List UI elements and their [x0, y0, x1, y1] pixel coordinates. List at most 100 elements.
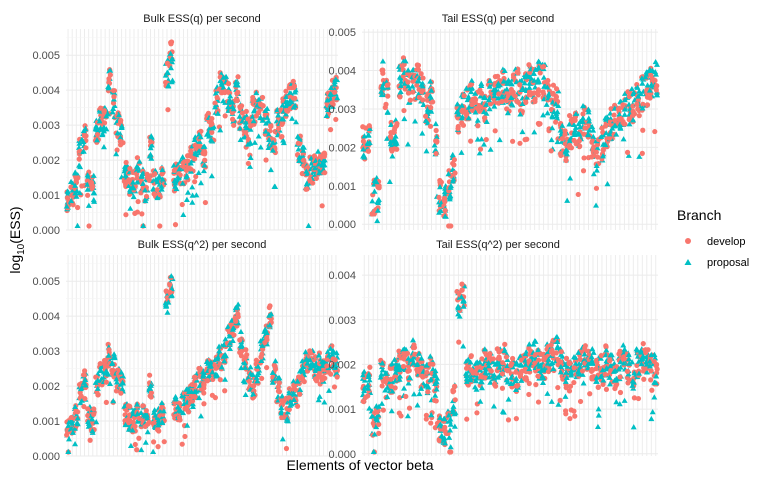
point-develop	[127, 166, 133, 172]
point-proposal	[269, 379, 276, 385]
point-proposal	[548, 136, 555, 143]
point-develop	[526, 358, 532, 364]
point-develop	[312, 354, 319, 360]
point-develop	[78, 393, 84, 399]
point-develop	[184, 158, 190, 164]
point-proposal	[535, 64, 542, 70]
point-develop	[185, 409, 192, 415]
point-develop	[213, 363, 219, 369]
point-develop	[536, 357, 542, 363]
point-develop	[415, 62, 422, 68]
point-proposal	[460, 343, 467, 349]
point-develop	[290, 78, 296, 84]
point-develop	[401, 107, 407, 114]
point-proposal	[290, 104, 297, 110]
point-proposal	[585, 132, 592, 138]
point-proposal	[212, 90, 219, 96]
point-develop	[546, 88, 553, 94]
point-proposal	[76, 140, 83, 146]
point-proposal	[564, 197, 571, 203]
point-proposal	[625, 371, 632, 377]
point-proposal	[572, 127, 579, 133]
point-develop	[548, 106, 555, 113]
point-develop	[245, 160, 251, 167]
point-develop	[541, 64, 547, 70]
point-proposal	[549, 125, 556, 131]
point-develop	[448, 223, 454, 229]
point-develop	[468, 82, 474, 88]
point-proposal	[597, 355, 604, 361]
point-develop	[617, 389, 624, 396]
point-proposal	[113, 379, 120, 385]
point-proposal	[373, 423, 380, 430]
point-proposal	[386, 178, 393, 184]
point-proposal	[369, 413, 376, 419]
point-proposal	[615, 366, 622, 372]
panel-title: Tail ESS(q) per second	[442, 13, 555, 25]
point-proposal	[174, 404, 181, 410]
point-proposal	[496, 372, 503, 378]
point-proposal	[147, 382, 154, 388]
point-proposal	[183, 196, 190, 203]
point-proposal	[280, 137, 287, 143]
point-proposal	[531, 338, 538, 344]
point-develop	[446, 168, 452, 174]
point-develop	[523, 99, 529, 105]
point-proposal	[401, 80, 408, 86]
point-proposal	[365, 371, 372, 377]
point-proposal	[127, 442, 134, 449]
point-proposal	[534, 79, 541, 85]
point-proposal	[249, 371, 256, 378]
point-proposal	[418, 355, 425, 361]
point-proposal	[620, 136, 627, 142]
point-develop	[164, 295, 170, 301]
point-proposal	[572, 124, 579, 130]
point-proposal	[586, 118, 593, 124]
point-proposal	[563, 147, 570, 153]
point-develop	[238, 103, 245, 109]
y-tick-label: 0.002	[32, 381, 60, 393]
point-develop	[572, 413, 578, 419]
point-proposal	[550, 365, 557, 372]
point-proposal	[389, 153, 396, 159]
point-proposal	[630, 424, 637, 430]
point-proposal	[651, 394, 658, 400]
point-develop	[234, 97, 240, 104]
point-develop	[430, 99, 436, 105]
point-proposal	[418, 385, 425, 391]
point-proposal	[406, 374, 413, 381]
point-develop	[286, 406, 292, 413]
point-proposal	[427, 93, 434, 99]
point-proposal	[405, 380, 412, 386]
point-proposal	[73, 193, 80, 199]
point-proposal	[216, 343, 223, 349]
point-proposal	[543, 101, 550, 107]
point-proposal	[74, 421, 81, 427]
point-proposal	[100, 144, 107, 150]
point-proposal	[374, 217, 381, 224]
point-proposal	[643, 69, 650, 75]
point-proposal	[72, 441, 79, 447]
point-develop	[535, 88, 542, 95]
point-proposal	[447, 444, 454, 450]
point-develop	[410, 89, 416, 95]
point-proposal	[580, 380, 587, 386]
point-develop	[502, 341, 508, 347]
point-proposal	[331, 78, 338, 85]
y-tick-label: 0.003	[32, 120, 60, 132]
point-develop	[379, 383, 385, 389]
point-proposal	[504, 110, 511, 116]
point-develop	[644, 102, 651, 108]
point-develop	[103, 399, 109, 405]
point-proposal	[288, 99, 295, 105]
point-proposal	[638, 356, 645, 362]
point-develop	[275, 384, 281, 390]
point-develop	[437, 177, 443, 184]
point-proposal	[616, 401, 623, 407]
point-develop	[474, 410, 480, 416]
point-proposal	[588, 354, 595, 360]
point-proposal	[320, 162, 327, 168]
point-develop	[113, 388, 120, 394]
point-proposal	[482, 94, 489, 101]
y-tick-label: 0.003	[328, 104, 356, 116]
